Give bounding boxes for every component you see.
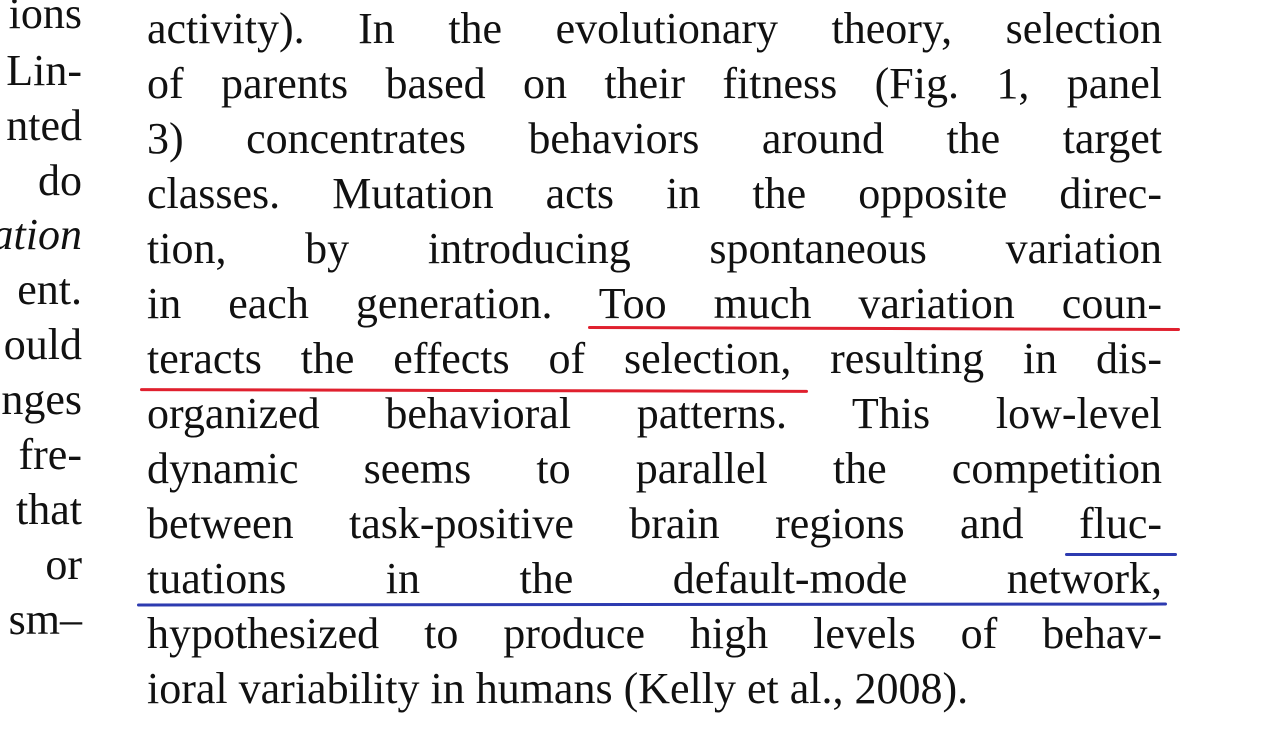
left-line: sm– — [8, 595, 82, 644]
text-line: 3) concentrates behaviors around the tar… — [147, 114, 1162, 163]
left-line: Lin- — [6, 46, 82, 95]
text-line: between task-positive brain regions and … — [147, 499, 1162, 548]
text-line: teracts the effects of selection, result… — [147, 334, 1162, 383]
text-line: tuations in the default-mode network, — [147, 554, 1162, 603]
left-line: nted — [6, 101, 82, 150]
text-line: organized behavioral patterns. This low-… — [147, 389, 1162, 438]
text-line: activity). In the evolutionary theory, s… — [147, 4, 1162, 53]
text-line: hypothesized to produce high levels of b… — [147, 609, 1162, 658]
left-line: or — [45, 540, 82, 589]
left-line: that — [16, 485, 82, 534]
text-line: of parents based on their fitness (Fig. … — [147, 59, 1162, 108]
text-line: ioral variability in humans (Kelly et al… — [147, 664, 969, 713]
blue-underline-annotation — [136, 602, 1168, 607]
text-line: in each generation. Too much variation c… — [147, 279, 1162, 328]
left-line: ions — [8, 0, 82, 38]
left-line: ation — [0, 210, 82, 259]
left-line: ent. — [17, 265, 82, 314]
left-line: nges — [1, 375, 82, 424]
text-line: tion, by introducing spontaneous variati… — [147, 224, 1162, 273]
text-line: classes. Mutation acts in the opposite d… — [147, 169, 1162, 218]
left-line: ould — [3, 320, 82, 369]
text-line: dynamic seems to parallel the competitio… — [147, 444, 1162, 493]
left-line: do — [38, 156, 82, 205]
blue-underline-annotation — [1065, 553, 1177, 556]
left-line: fre- — [18, 430, 83, 479]
